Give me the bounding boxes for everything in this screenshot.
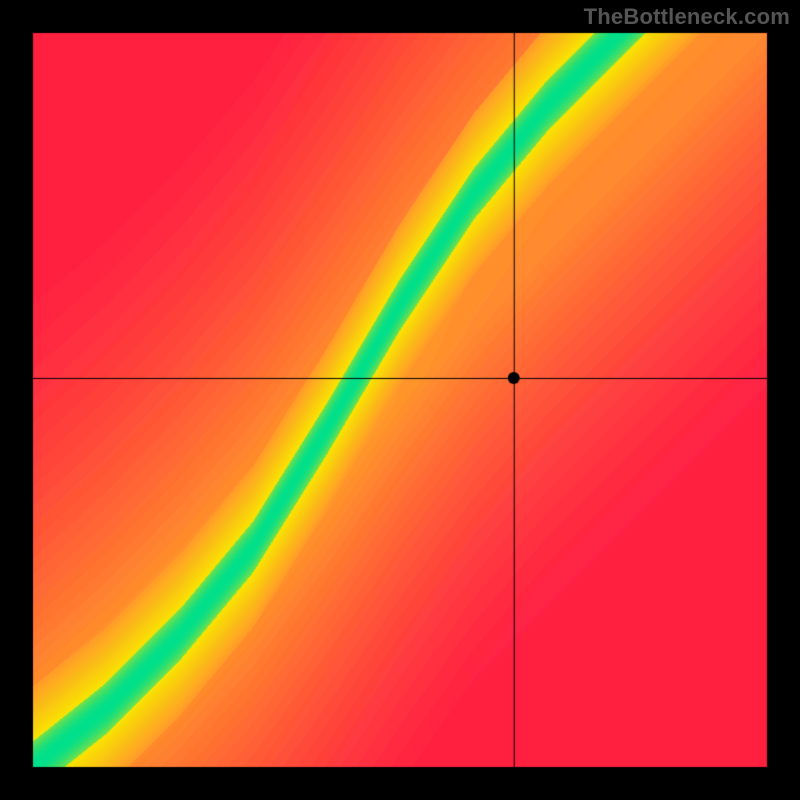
chart-container: TheBottleneck.com [0,0,800,800]
bottleneck-heatmap [0,0,800,800]
watermark-text: TheBottleneck.com [584,4,790,30]
